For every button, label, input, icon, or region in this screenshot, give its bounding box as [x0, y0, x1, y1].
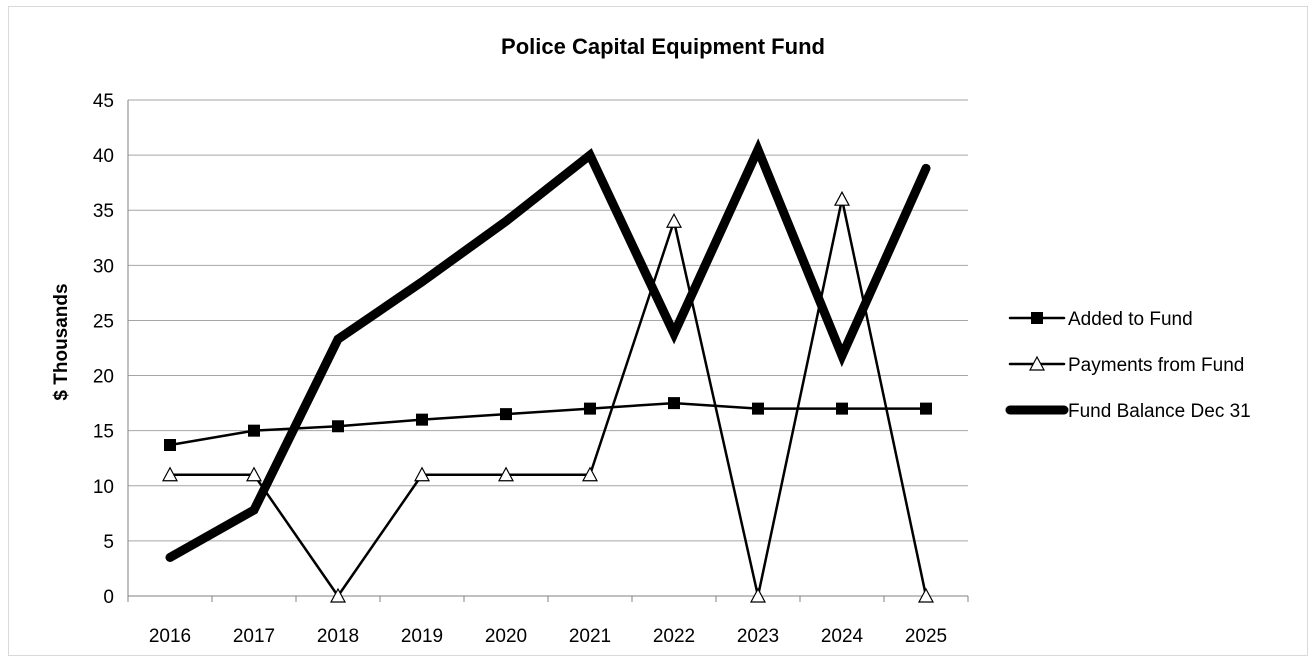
x-tick-labels: 2016 2017 2018 2019 2020 2021 2022 2023 2024 2025 — [149, 626, 947, 647]
y-tick-label: 35 — [93, 201, 114, 222]
x-tick-label: 2020 — [485, 626, 527, 647]
data-point-triangle — [413, 466, 431, 482]
legend-item: Payments from Fund — [1008, 355, 1244, 376]
x-tick-label: 2017 — [233, 626, 275, 647]
y-tick-labels: 0 5 10 15 20 25 30 35 40 45 — [93, 91, 114, 608]
x-tick-label: 2023 — [737, 626, 779, 647]
x-tick-label: 2021 — [569, 626, 611, 647]
data-point-triangle — [245, 466, 263, 482]
series-line — [165, 138, 931, 562]
y-tick-label: 15 — [93, 422, 114, 443]
series-line — [168, 198, 928, 599]
chart-title: Police Capital Equipment Fund — [501, 34, 825, 59]
y-tick-label: 20 — [93, 367, 114, 388]
y-tick-label: 10 — [93, 477, 114, 498]
y-tick-label: 30 — [93, 256, 114, 277]
legend-label: Added to Fund — [1068, 309, 1193, 330]
x-tick-label: 2022 — [653, 626, 695, 647]
data-point-triangle — [329, 587, 347, 603]
data-point-triangle — [917, 587, 935, 603]
y-tick-label: 40 — [93, 146, 114, 167]
axes — [127, 100, 969, 602]
data-point-square — [500, 408, 512, 421]
legend-marker-triangle — [1028, 355, 1046, 371]
series-added-to-fund — [164, 397, 932, 451]
legend-marker-square — [1031, 312, 1043, 324]
data-point-triangle — [665, 212, 683, 228]
x-tick-label: 2016 — [149, 626, 191, 647]
data-point-triangle — [497, 466, 515, 482]
series-payments-from-fund — [161, 190, 935, 603]
data-point-square — [332, 420, 344, 433]
legend-label: Fund Balance Dec 31 — [1068, 401, 1251, 422]
legend-label: Payments from Fund — [1068, 355, 1244, 376]
data-point-square — [836, 402, 848, 415]
series-group — [161, 138, 935, 603]
y-tick-label: 0 — [103, 587, 114, 608]
y-tick-label: 45 — [93, 91, 114, 112]
data-point-square — [164, 438, 176, 451]
chart-frame — [8, 6, 1308, 656]
series-fund-balance-dec-31 — [165, 138, 931, 562]
legend: Added to Fund Payments from Fund Fund Bala… — [1005, 309, 1251, 422]
data-point-square — [668, 397, 680, 410]
data-point-triangle — [749, 587, 767, 603]
y-tick-label: 5 — [103, 532, 114, 553]
data-point-triangle — [833, 190, 851, 206]
legend-item: Fund Balance Dec 31 — [1005, 401, 1251, 422]
y-axis-label: $ Thousands — [51, 283, 72, 400]
data-point-triangle — [581, 466, 599, 482]
x-tick-label: 2024 — [821, 626, 864, 647]
data-point-square — [248, 424, 260, 437]
legend-item: Added to Fund — [1008, 309, 1193, 330]
data-point-square — [752, 402, 764, 415]
data-point-triangle — [161, 466, 179, 482]
x-tick-label: 2019 — [401, 626, 443, 647]
data-point-square — [416, 413, 428, 426]
x-tick-label: 2025 — [905, 626, 947, 647]
data-point-square — [584, 402, 596, 415]
y-tick-label: 25 — [93, 311, 114, 332]
series-line — [168, 401, 928, 447]
data-point-square — [920, 402, 932, 415]
x-tick-label: 2018 — [317, 626, 359, 647]
